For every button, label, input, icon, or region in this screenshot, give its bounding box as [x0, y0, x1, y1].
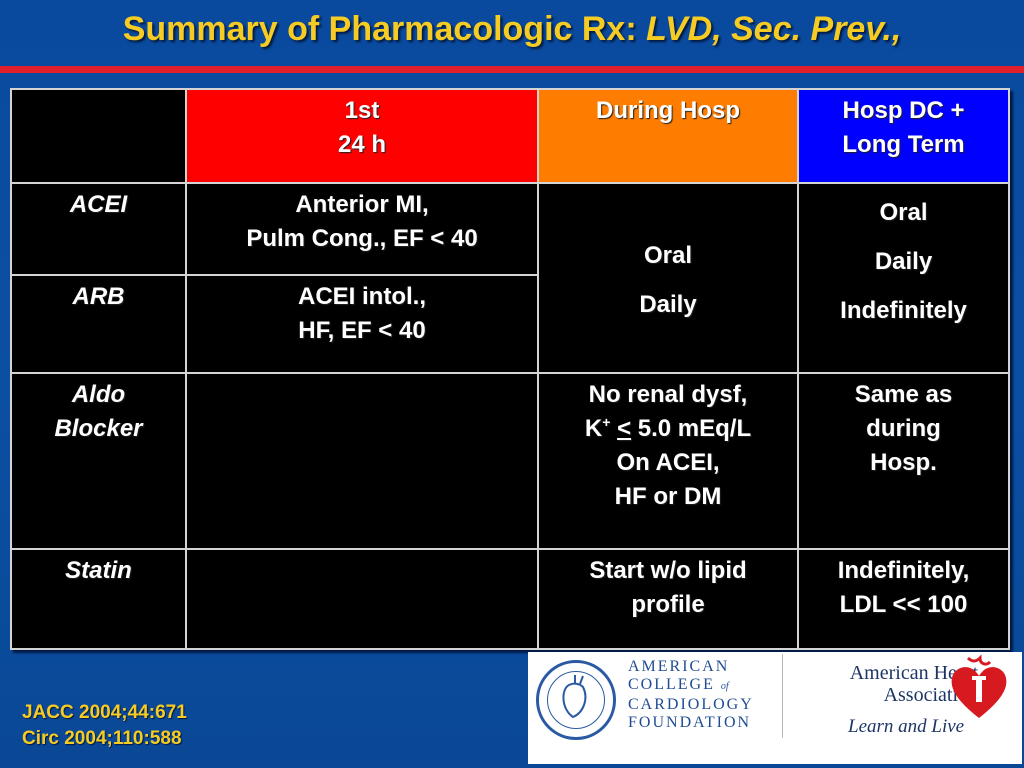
table-header-row: 1st 24 h During Hosp Hosp DC + Long Term [10, 88, 1010, 184]
table-row-acei: ACEI Anterior MI, Pulm Cong., EF < 40 Ora… [10, 182, 1010, 374]
statin-during-hosp: Start w/o lipid profile [537, 548, 799, 650]
table-row-aldo-blocker: Aldo Blocker No renal dysf, K+ < 5.0 mEq/… [10, 372, 1010, 550]
title-divider [0, 66, 1024, 73]
table-row-arb: ARB ACEI intol., HF, EF < 40 [10, 274, 1009, 374]
acei-arb-long-term: Oral Daily Indefinitely [797, 182, 1010, 374]
header-hosp-dc-long-term: Hosp DC + Long Term [797, 88, 1010, 184]
logo-divider [782, 654, 783, 738]
acc-seal-logo [536, 660, 616, 740]
acei-first-24h: Anterior MI, Pulm Cong., EF < 40 [185, 182, 539, 276]
aldo-first-24h [185, 372, 539, 550]
slide-number: 46 [977, 743, 994, 760]
row-label-acei: ACEI [10, 182, 187, 276]
table-row-statin: Statin Start w/o lipid profile Indefinite… [10, 548, 1010, 650]
header-blank-cell [10, 88, 187, 184]
aha-tagline: Learn and Live [848, 716, 965, 737]
statin-long-term: Indefinitely, LDL << 100 [797, 548, 1010, 650]
aha-heart-torch-icon [951, 654, 1007, 718]
row-label-aldo-blocker: Aldo Blocker [10, 372, 187, 550]
header-during-hosp: During Hosp [537, 88, 799, 184]
slide-title-italic: LVD, Sec. Prev., [646, 10, 902, 48]
reference-circ: Circ 2004;110:588 [22, 728, 182, 749]
acc-name: AMERICAN COLLEGE of CARDIOLOGY FOUNDATIO… [628, 658, 754, 731]
reference-jacc: JACC 2004;44:671 [22, 702, 187, 723]
row-label-statin: Statin [10, 548, 187, 650]
row-label-arb: ARB [10, 274, 187, 374]
header-first-24h: 1st 24 h [185, 88, 539, 184]
statin-first-24h [185, 548, 539, 650]
logo-band: AMERICAN COLLEGE of CARDIOLOGY FOUNDATIO… [528, 652, 1022, 764]
aldo-during-hosp: No renal dysf, K+ < 5.0 mEq/L On ACEI, H… [537, 372, 799, 550]
acei-arb-during-hosp: Oral Daily [537, 182, 799, 374]
slide-title: Summary of Pharmacologic Rx: LVD, Sec. P… [122, 10, 902, 48]
arb-first-24h: ACEI intol., HF, EF < 40 [185, 274, 539, 374]
aldo-long-term: Same as during Hosp. [797, 372, 1010, 550]
summary-table: 1st 24 h During Hosp Hosp DC + Long Term A… [10, 88, 1010, 650]
